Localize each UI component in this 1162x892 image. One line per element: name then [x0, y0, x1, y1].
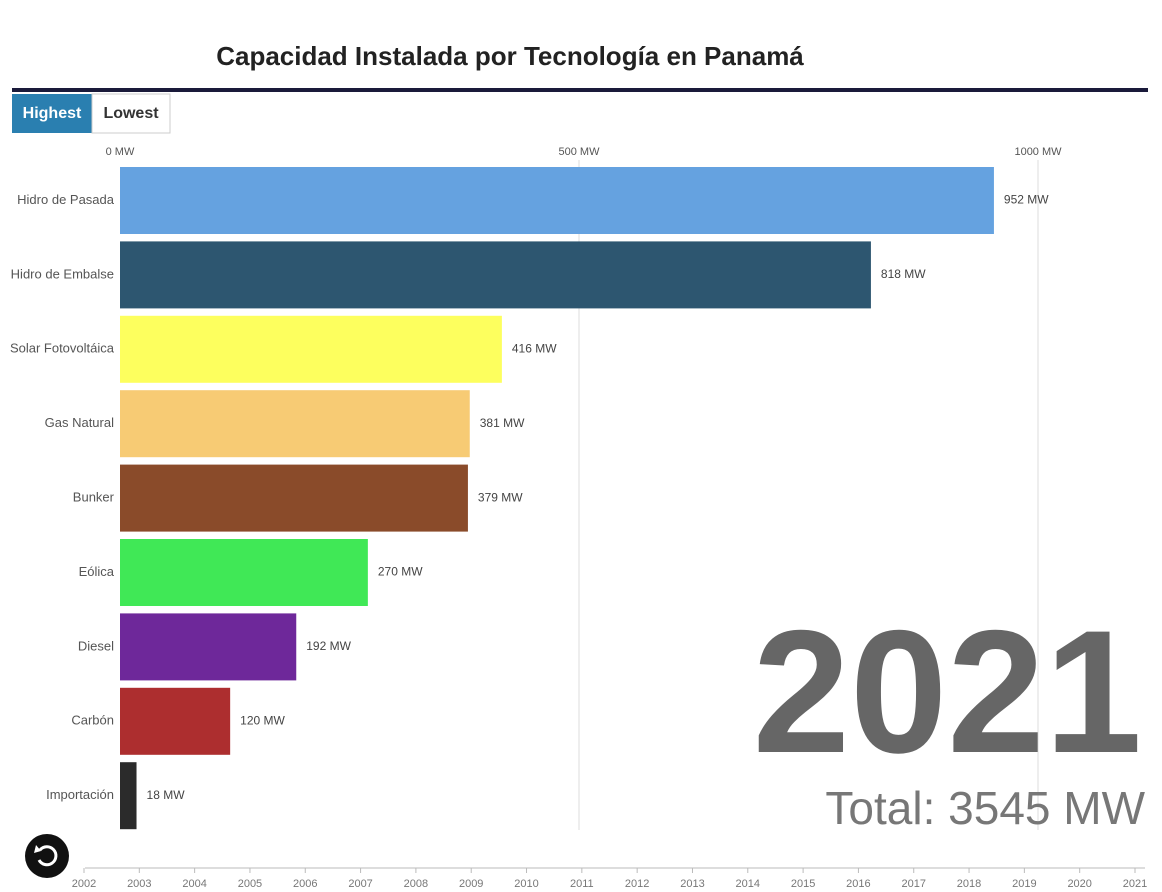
value-label: 381 MW [480, 416, 525, 430]
category-label: Importación [46, 787, 114, 802]
lowest-button[interactable] [91, 93, 171, 134]
value-label: 379 MW [478, 490, 523, 504]
timeline-label: 2018 [957, 878, 981, 890]
timeline-label: 2010 [514, 878, 538, 890]
timeline-label: 2009 [459, 878, 483, 890]
bar [120, 464, 468, 532]
category-label: Eólica [79, 564, 115, 579]
timeline-label: 2002 [72, 878, 96, 890]
chart-title: Capacidad Instalada por Tecnología en Pa… [216, 41, 804, 71]
bar [120, 167, 994, 234]
x-tick-label: 1000 MW [1014, 146, 1062, 158]
timeline-label: 2005 [238, 878, 262, 890]
bar [120, 390, 470, 458]
category-label: Solar Fotovoltáica [10, 341, 115, 356]
value-label: 818 MW [881, 267, 926, 281]
timeline-label: 2014 [736, 878, 760, 890]
bar [120, 539, 368, 606]
timeline-label: 2013 [680, 878, 704, 890]
timeline-label: 2021 [1123, 878, 1147, 890]
category-label: Carbón [71, 713, 114, 728]
value-label: 192 MW [306, 639, 351, 653]
value-label: 270 MW [378, 565, 423, 579]
timeline-label: 2011 [570, 878, 594, 890]
replay-icon [37, 845, 58, 867]
year-label: 2021 [753, 595, 1142, 790]
value-label: 18 MW [147, 788, 186, 802]
x-tick-label: 0 MW [106, 146, 135, 158]
title-rule [12, 88, 1148, 92]
x-tick-label: 500 MW [559, 146, 601, 158]
bar [120, 315, 502, 383]
value-label: 416 MW [512, 341, 557, 355]
category-label: Hidro de Pasada [17, 192, 115, 207]
bar [120, 613, 297, 681]
replay-button[interactable] [25, 834, 69, 878]
highest-button-label[interactable]: Highest [23, 105, 82, 122]
timeline-label: 2004 [182, 878, 206, 890]
timeline-label: 2017 [901, 878, 925, 890]
bar [120, 687, 231, 755]
timeline-label: 2003 [127, 878, 151, 890]
category-label: Diesel [78, 638, 114, 653]
replay-arrow [34, 845, 41, 853]
category-label: Bunker [73, 490, 115, 505]
timeline-label: 2019 [1012, 878, 1036, 890]
total-label: Total: 3545 MW [825, 782, 1145, 834]
timeline-label: 2015 [791, 878, 815, 890]
bar [120, 762, 137, 830]
timeline-label: 2012 [625, 878, 649, 890]
timeline-label: 2008 [404, 878, 428, 890]
category-label: Hidro de Embalse [11, 266, 114, 281]
category-label: Gas Natural [45, 415, 114, 430]
value-label: 120 MW [240, 713, 285, 727]
timeline-label: 2020 [1067, 878, 1091, 890]
timeline-label: 2006 [293, 878, 317, 890]
lowest-button-label[interactable]: Lowest [103, 105, 159, 122]
highest-button[interactable] [12, 94, 92, 133]
timeline-label: 2007 [348, 878, 372, 890]
bar [120, 241, 871, 309]
value-label: 952 MW [1004, 193, 1049, 207]
timeline-label: 2016 [846, 878, 870, 890]
